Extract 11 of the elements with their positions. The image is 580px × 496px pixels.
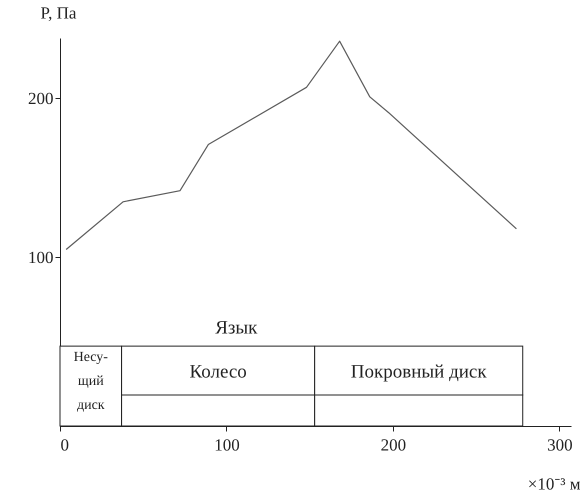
x-tick-label: 300 xyxy=(547,436,573,454)
x-tick-label: 100 xyxy=(214,436,240,454)
band-label: Несу-щий диск xyxy=(74,350,108,414)
y-axis-title: P, Па xyxy=(40,4,77,22)
band-label: Покровный диск xyxy=(350,362,488,383)
x-tick-label: 200 xyxy=(380,436,406,454)
band-label: Колесо xyxy=(189,362,247,383)
x-tick-label: 0 xyxy=(60,436,69,454)
x-axis-title: ×10⁻³ м xyxy=(528,474,580,494)
annotation: Язык xyxy=(215,317,258,338)
line-series xyxy=(66,40,518,250)
